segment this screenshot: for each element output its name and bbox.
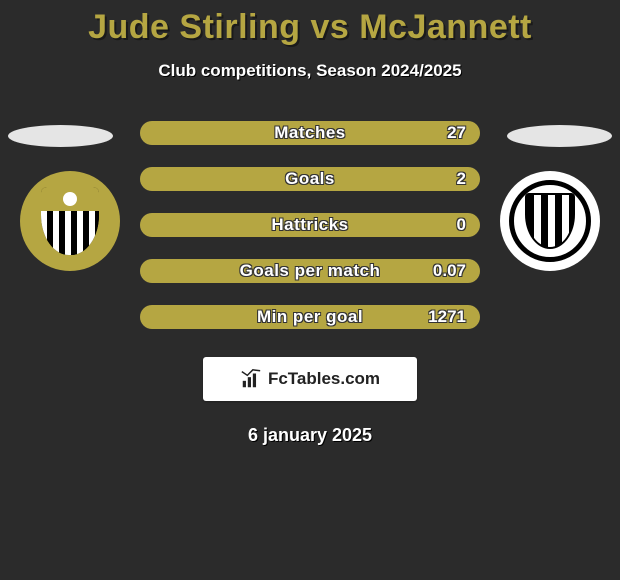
date-text: 6 january 2025 (0, 425, 620, 446)
subtitle: Club competitions, Season 2024/2025 (0, 61, 620, 81)
fctables-label: FcTables.com (268, 369, 380, 389)
stat-label: Goals per match (140, 261, 480, 281)
stat-value: 0.07 (433, 261, 466, 281)
stat-bar: Hattricks 0 (140, 213, 480, 237)
notts-county-crest-icon (41, 187, 99, 255)
club-badge-right (500, 171, 600, 271)
stat-value: 1271 (428, 307, 466, 327)
fctables-link[interactable]: FcTables.com (203, 357, 417, 401)
bar-chart-icon (240, 368, 262, 390)
stat-bar: Goals 2 (140, 167, 480, 191)
stat-bar: Min per goal 1271 (140, 305, 480, 329)
stats-bars: Matches 27 Goals 2 Hattricks 0 Goals per… (140, 121, 480, 329)
stat-label: Matches (140, 123, 480, 143)
player-placeholder-right (507, 125, 612, 147)
club-badge-left (20, 171, 120, 271)
stat-value: 0 (457, 215, 466, 235)
stat-label: Hattricks (140, 215, 480, 235)
stat-bar: Matches 27 (140, 121, 480, 145)
stat-value: 27 (447, 123, 466, 143)
player-placeholder-left (8, 125, 113, 147)
stat-value: 2 (457, 169, 466, 189)
grimsby-town-crest-icon (509, 180, 591, 262)
page-title: Jude Stirling vs McJannett (0, 0, 620, 47)
stat-label: Goals (140, 169, 480, 189)
stat-bar: Goals per match 0.07 (140, 259, 480, 283)
